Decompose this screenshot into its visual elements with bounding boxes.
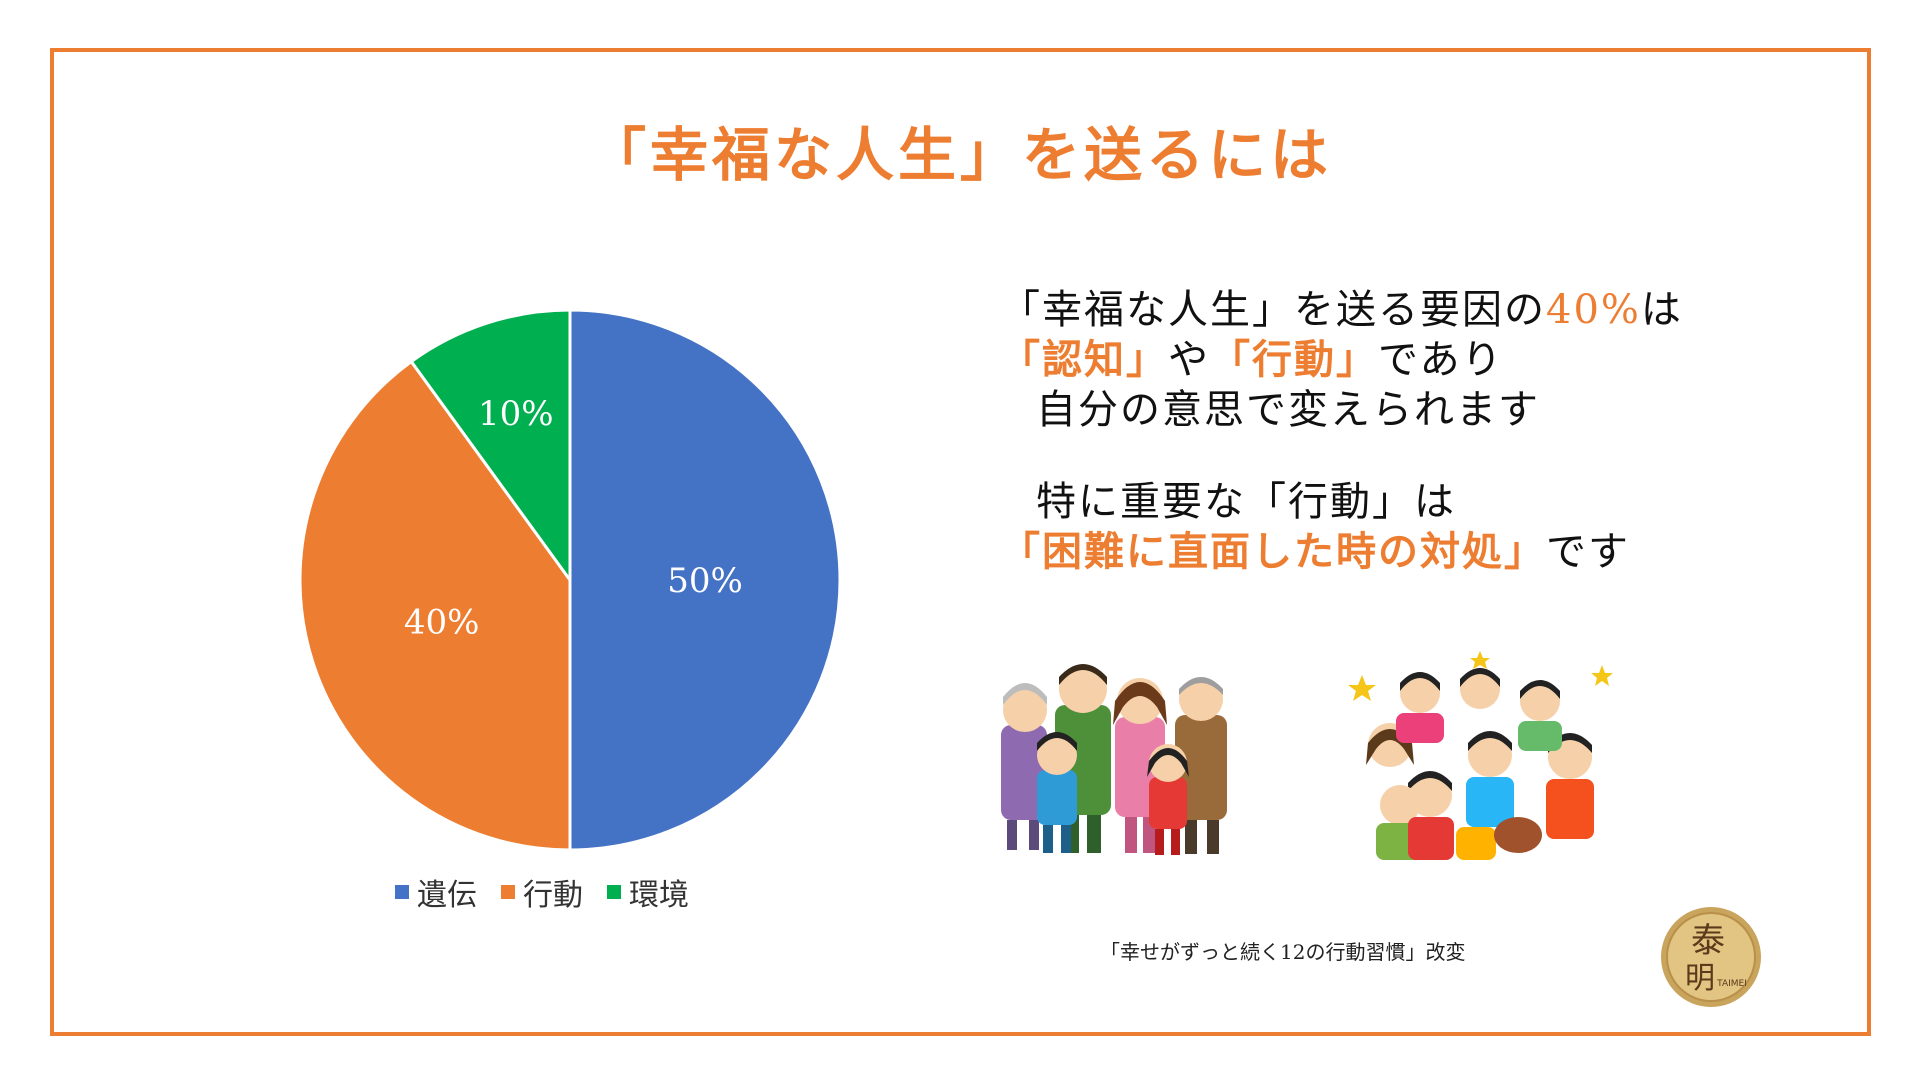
text-dearu: であり bbox=[1378, 337, 1504, 383]
legend-item-environment: 環境 bbox=[607, 870, 689, 914]
source-citation: 「幸せがずっと続く12の行動習慣」改変 bbox=[1100, 940, 1466, 964]
legend-swatch-heredity bbox=[395, 885, 409, 899]
pie-label-environment: 10% bbox=[478, 394, 554, 434]
text-line-1: 「幸福な人生」を送る要因の40%は bbox=[1000, 285, 1683, 335]
text-coping-with-difficulty: 「困難に直面した時の対処」 bbox=[1000, 528, 1546, 575]
legend-swatch-behavior bbox=[501, 885, 515, 899]
legend-label-behavior: 行動 bbox=[523, 878, 583, 913]
text-behavior: 「行動」 bbox=[1210, 336, 1378, 383]
taimei-seal-logo: 泰 明 TAIMEI bbox=[1661, 907, 1761, 1007]
pie-label-heredity: 50% bbox=[667, 561, 743, 601]
legend-swatch-environment bbox=[607, 885, 621, 899]
slide-frame bbox=[50, 48, 1871, 1036]
text-ya: や bbox=[1168, 337, 1210, 383]
text-forty-percent: 40% bbox=[1546, 287, 1641, 333]
text-desu: です bbox=[1546, 529, 1630, 575]
legend-item-heredity: 遺伝 bbox=[395, 870, 477, 914]
slide-title: 「幸福な人生」を送るには bbox=[587, 121, 1332, 189]
pie-slice-environment bbox=[409, 308, 572, 585]
pie-slice-behavior bbox=[298, 359, 572, 852]
text-cognition: 「認知」 bbox=[1000, 336, 1168, 383]
text-line-2: 「認知」や「行動」であり bbox=[1000, 335, 1683, 385]
text-line-3: 自分の意思で変えられます bbox=[1036, 387, 1540, 433]
explanation-text: 「幸福な人生」を送る要因の40%は 「認知」や「行動」であり 自分の意思で変えら… bbox=[1000, 285, 1683, 577]
legend-label-environment: 環境 bbox=[629, 878, 689, 913]
text-line-4: 特に重要な「行動」は bbox=[1036, 479, 1456, 525]
text-line-5: 「困難に直面した時の対処」です bbox=[1000, 527, 1683, 577]
text-particle-wa: は bbox=[1640, 287, 1683, 333]
pie-slice-heredity bbox=[568, 308, 842, 852]
text-happiness-factor: 「幸福な人生」を送る要因の bbox=[1000, 287, 1546, 333]
family-illustration bbox=[1001, 664, 1227, 855]
legend-item-behavior: 行動 bbox=[501, 870, 583, 914]
chart-legend: 遺伝 行動 環境 bbox=[395, 870, 689, 914]
pie-chart: 50% 40% 10% bbox=[298, 308, 842, 852]
seal-char-bottom: 明 bbox=[1685, 961, 1715, 996]
seal-char-top: 泰 bbox=[1691, 921, 1725, 961]
legend-label-heredity: 遺伝 bbox=[417, 878, 477, 913]
pie-label-behavior: 40% bbox=[404, 603, 480, 643]
children-cheering-illustration bbox=[1348, 651, 1613, 860]
seal-small-text: TAIMEI bbox=[1716, 979, 1747, 989]
